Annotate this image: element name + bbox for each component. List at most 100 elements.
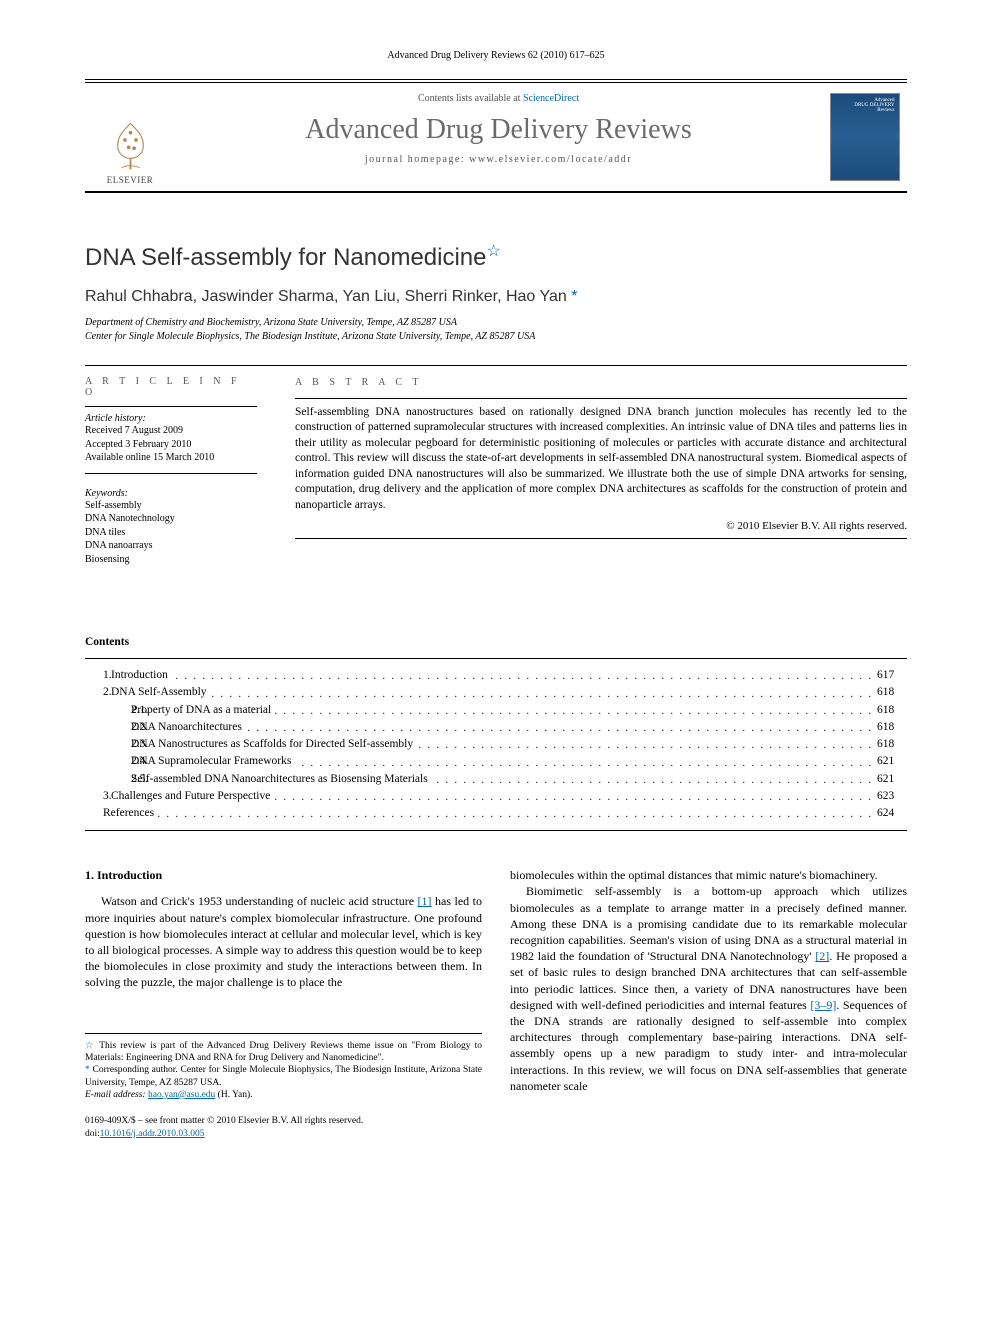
toc-label: References [85, 805, 154, 822]
abstract-head: A B S T R A C T [295, 376, 907, 390]
col2-para-2: Biomimetic self-assembly is a bottom-up … [510, 883, 907, 1093]
citation-link[interactable]: [1] [418, 894, 432, 908]
toc-label: Self-assembled DNA Nanoarchitectures as … [131, 771, 428, 788]
toc-row: References624 [85, 805, 907, 822]
toc-leader-dots [275, 704, 873, 716]
journal-name: Advanced Drug Delivery Reviews [175, 114, 822, 146]
cover-text: Advanced DRUG DELIVERY Reviews [835, 98, 895, 113]
keyword-3: DNA tiles [85, 526, 257, 540]
corresponding-marker: * [571, 288, 577, 305]
footnote-corr: * Corresponding author. Center for Singl… [85, 1064, 482, 1089]
toc-leader-dots [417, 738, 873, 750]
abstract-text: Self-assembling DNA nanostructures based… [295, 405, 907, 514]
article-info-head: A R T I C L E I N F O [85, 376, 257, 398]
title-note-marker: ☆ [487, 243, 501, 260]
affiliation-2: Center for Single Molecule Biophysics, T… [85, 330, 907, 344]
page: Advanced Drug Delivery Reviews 62 (2010)… [0, 0, 992, 1180]
footer-doi: doi:10.1016/j.addr.2010.03.005 [85, 1128, 482, 1140]
footnote-corr-icon: * [85, 1065, 90, 1075]
toc-leader-dots [432, 773, 873, 785]
toc-num: 2. [85, 684, 111, 701]
footnote-email: E-mail address: hao.yan@asu.edu (H. Yan)… [85, 1089, 482, 1101]
history-head: Article history: [85, 413, 257, 424]
email-link[interactable]: hao.yan@asu.edu [148, 1090, 215, 1100]
toc-row: 2.4.DNA Supramolecular Frameworks 621 [85, 753, 907, 770]
keywords-head: Keywords: [85, 488, 257, 499]
toc-row: 2.2.DNA Nanoarchitectures 618 [85, 719, 907, 736]
masthead-right: Advanced DRUG DELIVERY Reviews [822, 83, 907, 191]
email-who: (H. Yan). [218, 1090, 253, 1100]
history-received: Received 7 August 2009 [85, 424, 257, 438]
doi-label: doi: [85, 1129, 100, 1139]
toc-row: 3.Challenges and Future Perspective623 [85, 788, 907, 805]
toc-page: 618 [877, 736, 907, 753]
toc-leader-dots [172, 669, 873, 681]
footnote-theme: ☆ This review is part of the Advanced Dr… [85, 1040, 482, 1065]
toc-row: 2.5.Self-assembled DNA Nanoarchitectures… [85, 771, 907, 788]
body-col-right: biomolecules within the optimal distance… [510, 867, 907, 1140]
toc-label: DNA Nanostructures as Scaffolds for Dire… [131, 736, 413, 753]
toc-label: Challenges and Future Perspective [111, 788, 270, 805]
email-label: E-mail address: [85, 1090, 146, 1100]
toc-page: 623 [877, 788, 907, 805]
abstract-column: A B S T R A C T Self-assembling DNA nano… [275, 366, 907, 576]
abstract-copyright: © 2010 Elsevier B.V. All rights reserved… [295, 519, 907, 534]
citation-link[interactable]: [3–9] [810, 998, 836, 1012]
info-rule-2 [85, 473, 257, 474]
keyword-4: DNA nanoarrays [85, 539, 257, 553]
running-head: Advanced Drug Delivery Reviews 62 (2010)… [85, 50, 907, 61]
col2-para-1: biomolecules within the optimal distance… [510, 867, 907, 883]
toc-num: 2.5. [85, 771, 131, 788]
toc-leader-dots [246, 721, 873, 733]
toc-num: 2.1. [85, 702, 131, 719]
publisher-logo-block: ELSEVIER [85, 83, 175, 191]
sciencedirect-link[interactable]: ScienceDirect [523, 93, 579, 104]
toc-page: 618 [877, 702, 907, 719]
journal-homepage-line: journal homepage: www.elsevier.com/locat… [175, 154, 822, 165]
contents-block: Contents 1.Introduction6172.DNA Self-Ass… [85, 636, 907, 831]
toc-label: DNA Supramolecular Frameworks [131, 753, 291, 770]
footer-meta: 0169-409X/$ – see front matter © 2010 El… [85, 1115, 482, 1140]
toc-row: 2.3.DNA Nanostructures as Scaffolds for … [85, 736, 907, 753]
col1-para-1: Watson and Crick's 1953 understanding of… [85, 893, 482, 990]
toc-page: 618 [877, 719, 907, 736]
rule-top [85, 79, 907, 80]
toc-row: 2.DNA Self-Assembly618 [85, 684, 907, 701]
body-columns: 1. Introduction Watson and Crick's 1953 … [85, 867, 907, 1140]
elsevier-tree-icon [103, 118, 158, 173]
contents-title: Contents [85, 636, 907, 648]
citation-link[interactable]: [2] [815, 949, 829, 963]
toc-label: DNA Self-Assembly [111, 684, 207, 701]
history-accepted: Accepted 3 February 2010 [85, 438, 257, 452]
homepage-url: www.elsevier.com/locate/addr [469, 154, 632, 165]
toc-page: 621 [877, 753, 907, 770]
title-text: DNA Self-assembly for Nanomedicine [85, 244, 487, 271]
keyword-2: DNA Nanotechnology [85, 512, 257, 526]
toc-leader-dots [274, 790, 873, 802]
authors-text: Rahul Chhabra, Jaswinder Sharma, Yan Liu… [85, 288, 567, 305]
toc-num: 2.4. [85, 753, 131, 770]
toc-page: 617 [877, 667, 907, 684]
toc-label: DNA Nanoarchitectures [131, 719, 242, 736]
toc-page: 621 [877, 771, 907, 788]
contents-available-line: Contents lists available at ScienceDirec… [175, 93, 822, 104]
toc-row: 2.1.Property of DNA as a material618 [85, 702, 907, 719]
toc-num: 1. [85, 667, 111, 684]
masthead-center: Contents lists available at ScienceDirec… [175, 83, 822, 191]
homepage-prefix: journal homepage: [365, 154, 469, 165]
authors-line: Rahul Chhabra, Jaswinder Sharma, Yan Liu… [85, 288, 907, 306]
keyword-5: Biosensing [85, 553, 257, 567]
toc-leader-dots [211, 687, 873, 699]
footnotes: ☆ This review is part of the Advanced Dr… [85, 1033, 482, 1102]
article-title: DNA Self-assembly for Nanomedicine☆ [85, 241, 907, 272]
doi-link[interactable]: 10.1016/j.addr.2010.03.005 [100, 1129, 205, 1139]
toc-num: 2.2. [85, 719, 131, 736]
toc-label: Introduction [111, 667, 168, 684]
article-info-column: A R T I C L E I N F O Article history: R… [85, 366, 275, 576]
footnote-star-icon: ☆ [85, 1041, 95, 1051]
abstract-rule-bottom [295, 538, 907, 539]
table-of-contents: 1.Introduction6172.DNA Self-Assembly6182… [85, 658, 907, 831]
contents-prefix: Contents lists available at [418, 93, 523, 104]
publisher-name: ELSEVIER [107, 175, 154, 185]
journal-cover-thumb: Advanced DRUG DELIVERY Reviews [830, 93, 900, 181]
